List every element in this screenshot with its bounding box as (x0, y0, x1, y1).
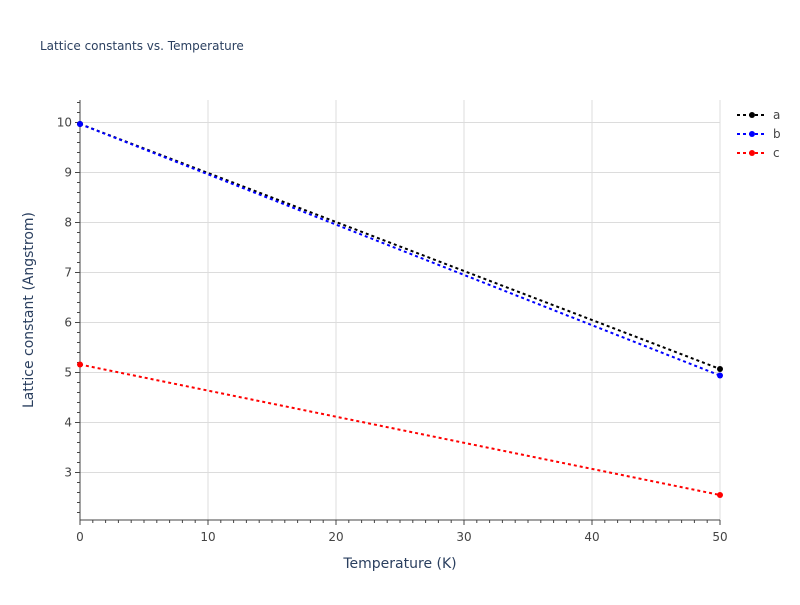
x-tick-label: 40 (584, 530, 599, 544)
data-point-c (77, 361, 83, 368)
y-tick-label: 10 (57, 116, 72, 130)
legend-swatch-marker (749, 150, 755, 156)
legend-swatch-marker (749, 131, 755, 137)
y-tick-label: 5 (64, 366, 72, 380)
series-line-b (79, 123, 721, 377)
legend-label: b (773, 127, 781, 141)
y-tick-label: 3 (64, 466, 72, 480)
legend-label: a (773, 108, 780, 122)
series-layer (77, 121, 723, 498)
x-tick-label: 10 (200, 530, 215, 544)
legend: abc (737, 108, 781, 160)
legend-label: c (773, 146, 780, 160)
x-tick-label: 50 (712, 530, 727, 544)
y-tick-label: 6 (64, 316, 72, 330)
x-tick-label: 20 (328, 530, 343, 544)
data-point-b (717, 372, 723, 379)
x-axis-title: Temperature (K) (342, 556, 456, 572)
data-point-a (717, 366, 723, 372)
chart-title: Lattice constants vs. Temperature (40, 39, 244, 53)
axes: 0 10 20 30 40 50 3 4 5 6 7 8 9 10 (57, 100, 728, 544)
legend-item-b[interactable]: b (737, 127, 781, 141)
legend-item-a[interactable]: a (737, 108, 780, 122)
y-axis-title: Lattice constant (Angstrom) (21, 212, 37, 408)
data-point-c (717, 492, 723, 498)
series-line-c (79, 363, 721, 496)
x-tick-label: 30 (456, 530, 471, 544)
legend-item-c[interactable]: c (737, 146, 780, 160)
grid (80, 100, 721, 520)
data-point-b (77, 121, 83, 127)
y-tick-label: 7 (64, 266, 72, 280)
series-line-a (79, 123, 721, 370)
y-tick-label: 4 (64, 416, 72, 430)
x-tick-label: 0 (76, 530, 84, 544)
y-tick-label: 8 (64, 216, 72, 230)
legend-swatch-marker (749, 112, 755, 118)
y-tick-label: 9 (64, 166, 72, 180)
